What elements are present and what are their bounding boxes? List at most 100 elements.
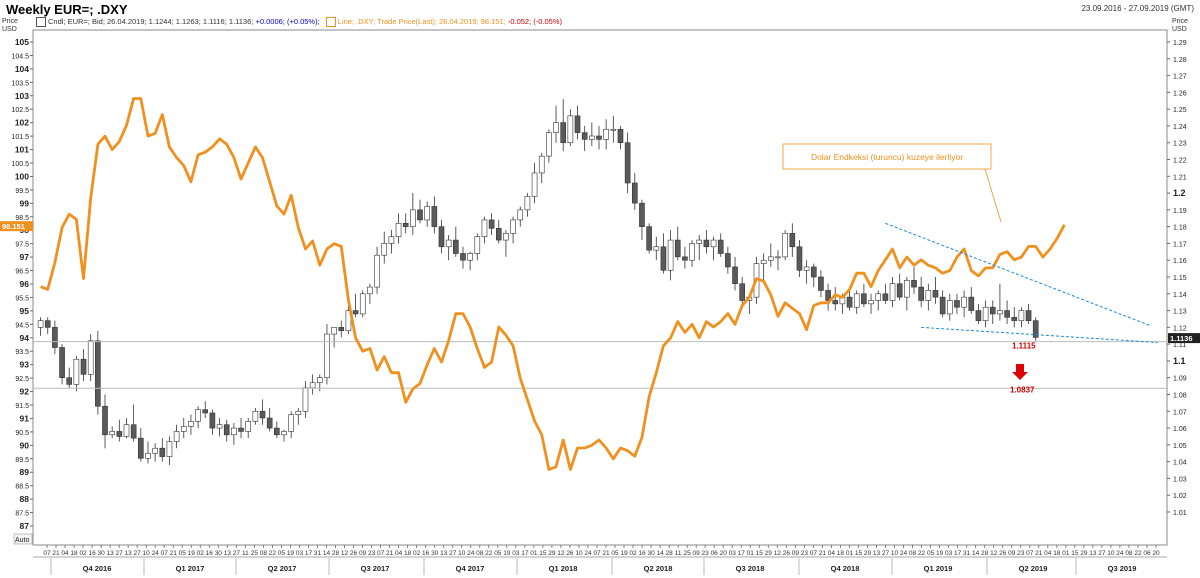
candle-body [52, 327, 58, 348]
left-tick-label: 98.5 [15, 215, 29, 222]
candle-body [338, 327, 345, 332]
quarter-label: Q1 2018 [549, 564, 578, 573]
candle-body [818, 276, 824, 291]
x-tick-label: 30 [215, 550, 223, 557]
candle-body [946, 300, 953, 315]
left-tick-label: 87 [20, 521, 30, 531]
right-tick-label: 1.11 [1173, 342, 1186, 349]
x-tick-label: 28 [981, 550, 989, 557]
candle-body [216, 424, 223, 429]
x-tick-label: 23 [1017, 550, 1025, 557]
x-tick-label: 27 [233, 550, 241, 557]
candle-body [581, 132, 588, 140]
x-tick-label: 02 [629, 550, 637, 557]
left-tick-label: 91 [20, 413, 30, 423]
candle-body [445, 239, 452, 248]
candle-body [309, 382, 316, 389]
candle-body [73, 358, 80, 385]
candle-body [252, 410, 259, 422]
right-tick-label: 1.25 [1173, 107, 1187, 114]
candle-body [180, 426, 187, 432]
x-tick-label: 13 [873, 550, 881, 557]
candle-body [710, 239, 717, 248]
quarter-label: Q4 2016 [83, 564, 112, 573]
candle-body [488, 219, 495, 229]
left-tick-label: 96.5 [15, 269, 29, 276]
x-tick-label: 15 [539, 550, 547, 557]
candle-body [231, 427, 237, 436]
candle-body [152, 447, 158, 454]
right-tick-label: 1.2 [1173, 188, 1186, 198]
x-tick-label: 02 [413, 550, 421, 557]
left-tick-label: 95 [20, 306, 30, 316]
quarter-label: Q2 2019 [1019, 564, 1048, 573]
candle-body [395, 222, 402, 238]
x-tick-label: 27 [449, 550, 457, 557]
legend-cndl-change: +0.0006; (+0.05%); [255, 17, 320, 26]
x-tick-label: 31 [963, 550, 971, 557]
x-tick-label: 27 [1098, 550, 1106, 557]
right-tick-label: 1.23 [1173, 141, 1187, 148]
right-tick-label: 1.08 [1173, 393, 1187, 400]
left-tick-label: 103 [15, 91, 29, 101]
candle-body [567, 115, 574, 144]
x-tick-label: 03 [512, 550, 520, 557]
candle-body [631, 182, 638, 204]
x-tick-label: 01 [1062, 550, 1070, 557]
candle-body [510, 219, 516, 234]
candle-body [939, 296, 946, 315]
x-tick-label: 09 [792, 550, 800, 557]
right-tick-label: 1.12 [1173, 325, 1187, 332]
right-tick-label: 1.13 [1173, 309, 1187, 316]
x-tick-label: 22 [1134, 550, 1142, 557]
left-axis-title-2: USD [2, 26, 17, 33]
candle-body [846, 296, 853, 308]
quarter-label: Q3 2018 [736, 564, 765, 573]
x-tick-label: 07 [1026, 550, 1034, 557]
candle-body [245, 421, 252, 432]
x-tick-label: 21 [386, 550, 394, 557]
quarter-label: Q2 2018 [644, 564, 673, 573]
right-tick-label: 1.19 [1173, 208, 1187, 215]
x-tick-label: 19 [287, 550, 295, 557]
candle-body [281, 431, 287, 436]
left-tick-label: 99 [20, 198, 30, 208]
x-tick-label: 13 [1089, 550, 1097, 557]
candle-body [768, 256, 774, 261]
left-tick-label: 103.5 [11, 80, 29, 87]
x-tick-label: 24 [584, 550, 592, 557]
candle-body [474, 236, 481, 254]
x-tick-label: 05 [179, 550, 187, 557]
left-tick-label: 93.5 [15, 349, 29, 356]
dxy-value-tag: 98.151 [2, 222, 25, 231]
x-tick-label: 08 [1125, 550, 1133, 557]
x-tick-label: 29 [765, 550, 773, 557]
candle-body [438, 226, 445, 248]
x-tick-label: 24 [152, 550, 160, 557]
x-tick-label: 17 [738, 550, 746, 557]
x-tick-label: 25 [684, 550, 692, 557]
candle-body [660, 246, 667, 271]
x-tick-label: 22 [918, 550, 926, 557]
candle-body [302, 387, 309, 412]
candle-body [238, 427, 244, 432]
right-tick-label: 1.22 [1173, 158, 1187, 165]
x-tick-label: 18 [70, 550, 78, 557]
left-tick-label: 90.5 [15, 430, 29, 437]
candle-body [553, 122, 559, 133]
candle-body [173, 431, 180, 442]
x-tick-label: 19 [503, 550, 511, 557]
x-tick-label: 02 [197, 550, 205, 557]
level-2-label: 1.0837 [1010, 385, 1035, 394]
candle-body [266, 417, 273, 429]
candle-body [646, 226, 652, 251]
x-tick-label: 12 [557, 550, 565, 557]
candle-body [982, 306, 989, 321]
candle-body [166, 441, 173, 457]
x-tick-label: 05 [278, 550, 286, 557]
x-tick-label: 12 [341, 550, 349, 557]
right-tick-label: 1.29 [1173, 40, 1187, 47]
x-tick-label: 14 [656, 550, 664, 557]
right-tick-label: 1.18 [1173, 225, 1187, 232]
right-tick-label: 1.03 [1173, 476, 1187, 483]
